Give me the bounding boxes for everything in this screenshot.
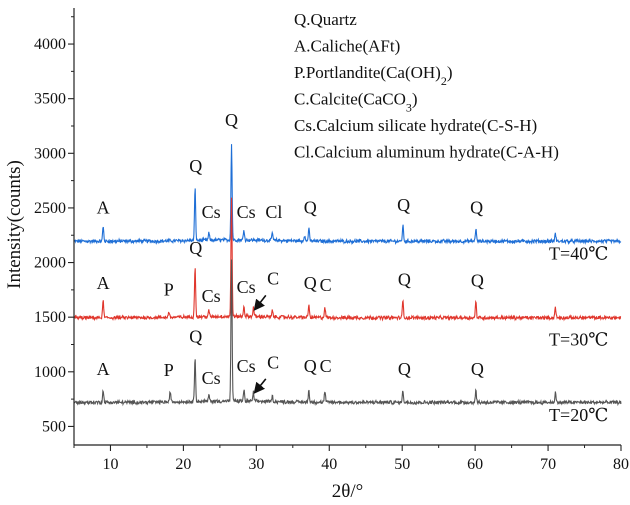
peak-label: Q xyxy=(471,271,484,291)
legend-entry: A.Caliche(AFt) xyxy=(294,37,400,56)
legend-entry: C.Calcite(CaCO3) xyxy=(294,90,418,115)
legend-entry: Q.Quartz xyxy=(294,10,357,29)
peak-arrow xyxy=(253,378,267,394)
peak-label: Q xyxy=(398,269,411,289)
y-tick-label: 2500 xyxy=(34,200,66,217)
peak-label: Q xyxy=(189,156,202,176)
peak-label: Cs xyxy=(237,202,256,222)
y-tick-label: 3500 xyxy=(34,91,66,108)
peak-label: P xyxy=(164,279,174,299)
y-tick-label: 4000 xyxy=(34,36,66,53)
peak-label: Cs xyxy=(202,202,221,222)
series-label: T=20℃ xyxy=(549,405,608,425)
peak-label: Q xyxy=(304,273,317,293)
x-tick-label: 50 xyxy=(394,456,410,473)
peak-label: Q xyxy=(471,359,484,379)
x-tick-label: 30 xyxy=(248,456,264,473)
legend-entry: Cs.Calcium silicate hydrate(C-S-H) xyxy=(294,116,537,135)
series-line-1 xyxy=(73,197,622,322)
y-tick-label: 500 xyxy=(42,418,66,435)
y-tick-label: 3000 xyxy=(34,145,66,162)
peak-arrow xyxy=(253,294,267,311)
peak-label: C xyxy=(320,356,332,376)
x-axis-title: 2θ/° xyxy=(332,481,363,502)
peak-label: Cs xyxy=(237,356,256,376)
peak-label: Q xyxy=(189,238,202,258)
series-line-0 xyxy=(73,144,622,246)
peak-label: Q xyxy=(304,356,317,376)
peak-label: P xyxy=(164,360,174,380)
x-tick-label: 40 xyxy=(321,456,337,473)
x-tick-label: 80 xyxy=(613,456,629,473)
peak-label: C xyxy=(267,353,279,373)
x-tick-label: 10 xyxy=(102,456,118,473)
peak-label: A xyxy=(97,273,110,293)
peak-label: Cs xyxy=(202,286,221,306)
peak-label: Cs xyxy=(202,368,221,388)
peak-label: Q xyxy=(225,110,238,130)
y-tick-label: 1000 xyxy=(34,364,66,381)
peak-label: A xyxy=(97,359,110,379)
peak-label: C xyxy=(267,268,279,288)
x-tick-label: 60 xyxy=(467,456,483,473)
peak-label: Cl xyxy=(265,202,282,222)
y-tick-label: 2000 xyxy=(34,255,66,272)
plot-area: 10 20 30 40 50 60 70 80 500 1000 1500 2000 2500 3000 3… xyxy=(4,8,629,502)
legend-entry: Cl.Calcium aluminum hydrate(C-A-H) xyxy=(294,143,559,162)
peak-label: Q xyxy=(304,197,317,217)
peak-label: Q xyxy=(189,326,202,346)
series-label: T=30℃ xyxy=(549,330,608,350)
y-axis-title: Intensity(counts) xyxy=(4,160,25,289)
legend: Q.Quartz A.Caliche(AFt) P.Portlandite(Ca(O… xyxy=(294,10,559,162)
x-tick-label: 20 xyxy=(175,456,191,473)
peak-label: C xyxy=(320,275,332,295)
peak-label: Q xyxy=(470,197,483,217)
series-line-2 xyxy=(73,259,622,407)
peak-label: A xyxy=(97,197,110,217)
series-label: T=40℃ xyxy=(549,243,608,263)
peak-label: Cs xyxy=(237,277,256,297)
legend-entry: P.Portlandite(Ca(OH)2) xyxy=(294,63,453,88)
peak-label: Q xyxy=(397,195,410,215)
y-tick-label: 1500 xyxy=(34,309,66,326)
x-tick-label: 70 xyxy=(540,456,556,473)
peak-label: Q xyxy=(398,359,411,379)
